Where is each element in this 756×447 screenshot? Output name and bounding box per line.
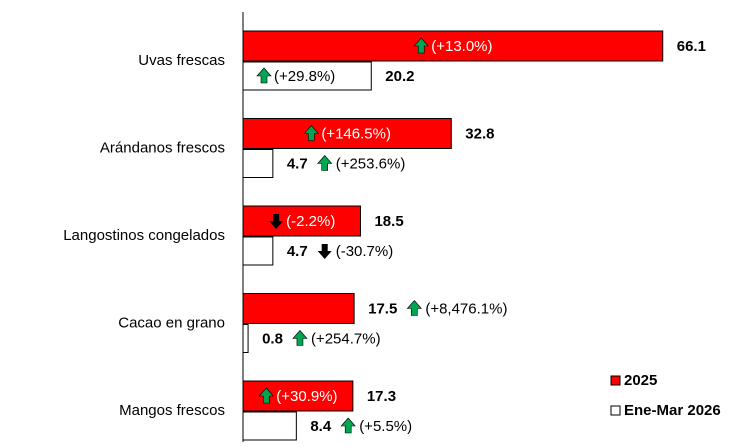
change-label: (+29.8%)	[274, 68, 335, 85]
change-label: (+254.7%)	[311, 330, 381, 347]
change-arrow	[256, 67, 272, 84]
legend-swatch	[610, 405, 621, 416]
bar	[242, 324, 249, 353]
change-label: (-30.7%)	[336, 243, 394, 260]
value-label: 17.5	[368, 300, 397, 317]
change-arrow	[317, 155, 333, 171]
category-label: Uvas frescas	[138, 52, 225, 69]
category-label: Arándanos frescos	[100, 139, 225, 156]
value-label: 4.7	[287, 155, 308, 172]
bar	[242, 30, 664, 62]
change-arrow	[317, 244, 332, 259]
change-arrow	[303, 125, 319, 141]
change-arrow	[406, 300, 422, 316]
bar	[242, 236, 274, 266]
category-label: Langostinos congelados	[63, 227, 225, 244]
bar	[242, 293, 355, 324]
change-arrow	[269, 214, 284, 229]
change-label: (+13.0%)	[431, 38, 492, 55]
legend-label: 2025	[624, 372, 657, 389]
value-label: 20.2	[385, 68, 414, 85]
value-label: 8.4	[310, 418, 332, 435]
change-arrow	[292, 330, 308, 346]
change-label: (+5.5%)	[359, 418, 412, 435]
value-label: 32.8	[465, 125, 494, 142]
value-label: 4.7	[287, 243, 308, 260]
bar	[242, 205, 361, 237]
bar	[242, 411, 297, 441]
value-label: 66.1	[677, 38, 706, 55]
change-arrow	[340, 417, 356, 434]
bar	[242, 149, 274, 178]
change-arrow	[413, 37, 429, 54]
value-label: 17.3	[367, 388, 396, 405]
change-label: (+30.9%)	[276, 388, 337, 405]
change-label: (-2.2%)	[286, 213, 335, 230]
category-label: Mangos frescos	[119, 402, 225, 419]
category-label: Cacao en grano	[118, 314, 225, 331]
bar	[242, 118, 452, 149]
legend-label: Ene-Mar 2026	[624, 402, 721, 419]
legend-swatch	[610, 375, 621, 386]
value-label: 0.8	[262, 330, 283, 347]
change-label: (+8,476.1%)	[425, 300, 507, 317]
value-label: 18.5	[374, 213, 403, 230]
change-arrow	[258, 387, 274, 404]
change-label: (+146.5%)	[321, 125, 391, 142]
change-label: (+253.6%)	[336, 155, 406, 172]
